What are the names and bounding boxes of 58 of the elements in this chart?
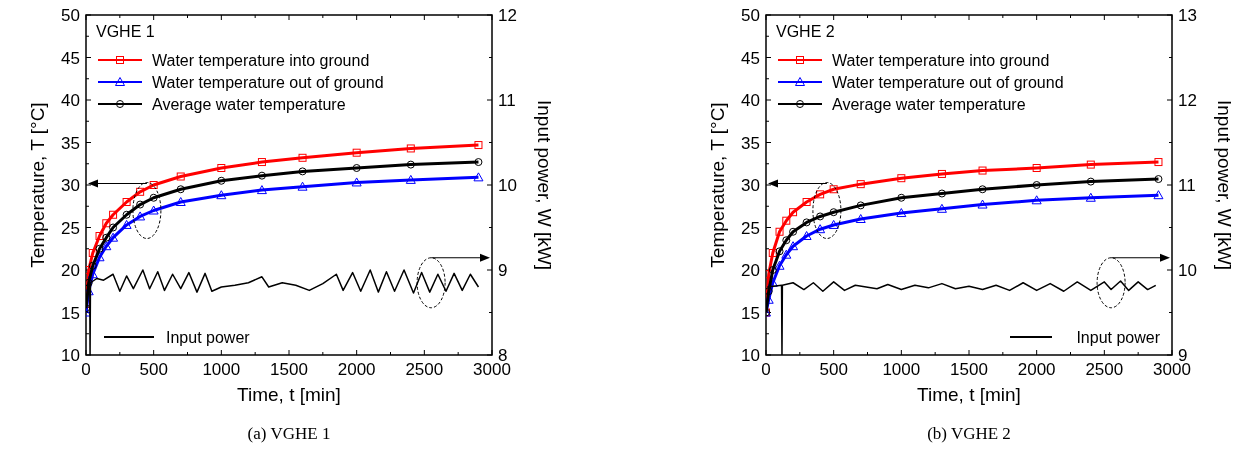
y-tick-label: 45 [61,48,80,68]
y-tick-label: 15 [741,303,760,323]
legend-title: VGHE 1 [96,23,155,40]
legend-label: Input power [166,329,251,346]
x-axis-title: Time, t [min] [917,384,1021,405]
x-tick-label: 500 [139,360,168,379]
legend-label: Water temperature out of ground [152,74,384,91]
y-tick-label: 20 [741,261,760,280]
x-axis-title: Time, t [min] [237,384,341,405]
y-tick-label: 45 [741,48,760,68]
y-tick-label: 40 [741,91,760,110]
legend-label: Average water temperature [832,96,1026,113]
y2-axis-title: Input power, W [kW] [534,100,555,270]
y2-tick-label: 10 [1178,261,1197,280]
x-tick-label: 0 [761,360,771,379]
legend-title: VGHE 2 [776,23,835,40]
y-tick-label: 40 [61,91,80,110]
y2-tick-label: 11 [498,91,516,110]
y-tick-label: 10 [61,346,80,365]
y2-tick-label: 12 [1178,91,1197,110]
y-axis-title: Temperature, T [°C] [707,102,728,268]
y2-tick-label: 12 [498,6,517,25]
y2-tick-label: 11 [1178,176,1196,195]
legend-label: Water temperature into ground [152,52,370,69]
y2-axis-title: Input power, W [kW] [1214,100,1235,270]
y-tick-label: 30 [741,176,760,195]
y-tick-label: 20 [61,261,80,280]
y2-tick-label: 13 [1178,6,1197,25]
legend-label: Average water temperature [152,96,346,113]
y-tick-label: 35 [741,133,760,153]
x-tick-label: 1000 [202,360,241,379]
legend-label: Water temperature out of ground [832,74,1064,91]
x-tick-label: 1000 [882,360,921,379]
x-tick-label: 3000 [1153,360,1191,379]
legend-label: Water temperature into ground [832,52,1050,69]
x-tick-label: 1500 [270,360,308,379]
y-tick-label: 10 [741,346,760,365]
y-tick-label: 25 [61,218,80,238]
legend-label: Input power [1076,329,1161,346]
text: (b) VGHE 2 [927,424,1011,443]
y2-tick-label: 10 [498,176,517,195]
y-axis-title: Temperature, T [°C] [27,102,48,268]
x-tick-label: 2500 [1085,360,1124,379]
y-tick-label: 30 [61,176,80,195]
y-tick-label: 25 [741,218,760,238]
x-tick-label: 3000 [473,360,511,379]
y-tick-label: 15 [61,303,80,323]
x-tick-label: 500 [819,360,848,379]
y2-tick-label: 9 [498,261,508,280]
x-tick-label: 2000 [1017,360,1056,379]
x-tick-label: 2500 [405,360,444,379]
y-tick-label: 50 [741,6,760,25]
y-tick-label: 35 [61,133,80,153]
x-tick-label: 0 [81,360,91,379]
x-tick-label: 2000 [337,360,376,379]
text: (a) VGHE 1 [247,424,331,443]
y-tick-label: 50 [61,6,80,25]
x-tick-label: 1500 [950,360,988,379]
